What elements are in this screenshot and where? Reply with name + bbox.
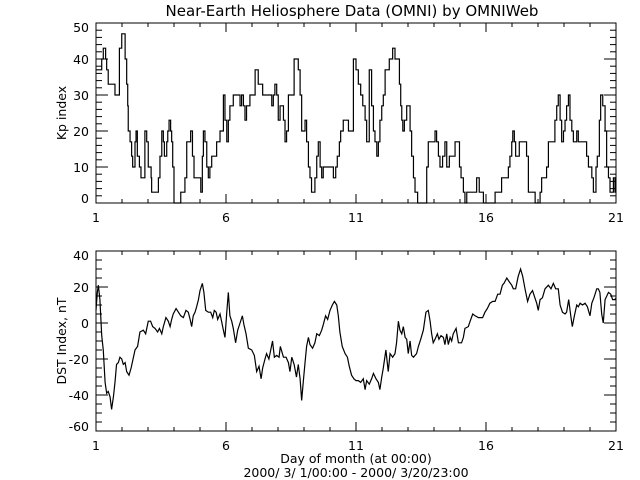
x-axis-label: Day of month (at 00:00)	[280, 451, 432, 466]
dst-x-tick-label: 16	[478, 438, 494, 453]
kp-y-tick-label: 20	[73, 124, 89, 139]
kp-x-tick-label: 1	[92, 210, 100, 225]
dst-x-tick-label: 6	[222, 438, 230, 453]
dst-x-tick-label: 1	[92, 438, 100, 453]
kp-x-tick-label: 11	[348, 210, 364, 225]
dst-series-line	[95, 266, 617, 410]
dst-y-tick-label: 0	[81, 316, 89, 331]
dst-x-tick-label: 21	[608, 438, 624, 453]
kp-x-tick-label: 16	[478, 210, 494, 225]
dst-plot-frame	[95, 250, 617, 432]
dst-y-tick-label: -20	[69, 352, 89, 367]
kp-y-tick-label: 30	[73, 88, 89, 103]
chart-title: Near-Earth Heliosphere Data (OMNI) by OM…	[166, 2, 539, 20]
kp-y-tick-label: 10	[73, 160, 89, 175]
kp-y-tick-label: 40	[73, 52, 89, 67]
dst-y-axis-label: DST Index, nT	[54, 297, 69, 384]
kp-series-line	[96, 33, 616, 204]
dst-y-tick-label: 20	[73, 280, 89, 295]
dst-y-tick-label: -60	[69, 419, 89, 434]
kp-x-tick-label: 6	[222, 210, 230, 225]
kp-y-axis-label: Kp index	[54, 86, 69, 140]
kp-x-tick-label: 21	[608, 210, 624, 225]
date-range-label: 2000/ 3/ 1/00:00 - 2000/ 3/20/23:00	[243, 465, 468, 480]
kp-y-tick-label: 0	[81, 191, 89, 206]
dst-y-tick-label: -40	[69, 388, 89, 403]
kp-y-tick-label: 50	[73, 20, 89, 35]
dst-y-tick-label: 40	[73, 248, 89, 263]
dst-x-tick-label: 11	[348, 438, 364, 453]
